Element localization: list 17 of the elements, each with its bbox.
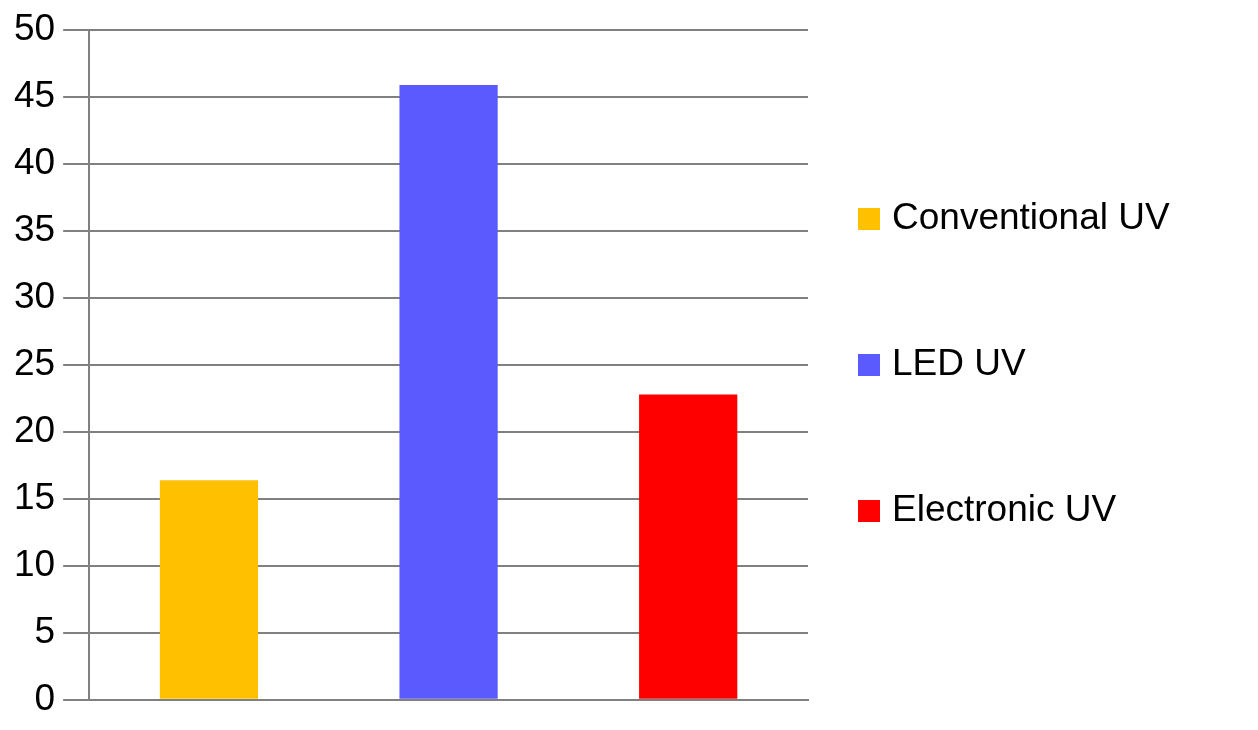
y-tick-label: 10 [14,543,56,585]
y-tick-label: 45 [14,74,56,116]
y-tick-label: 5 [34,610,56,652]
y-tick-label: 0 [34,677,56,718]
y-tick-label: 15 [14,476,56,518]
y-tick-label: 20 [14,409,56,451]
y-tick-label: 30 [14,275,56,317]
bar [639,394,738,699]
y-tick-label: 25 [14,342,56,384]
y-tick-label: 40 [14,141,56,183]
y-tick-label: 50 [14,7,56,49]
bar [399,85,498,699]
legend-label: Electronic UV [892,488,1117,530]
y-tick-label: 35 [14,208,56,250]
legend-label: Conventional UV [892,196,1170,238]
legend-label: LED UV [892,342,1026,384]
bar [159,480,259,699]
